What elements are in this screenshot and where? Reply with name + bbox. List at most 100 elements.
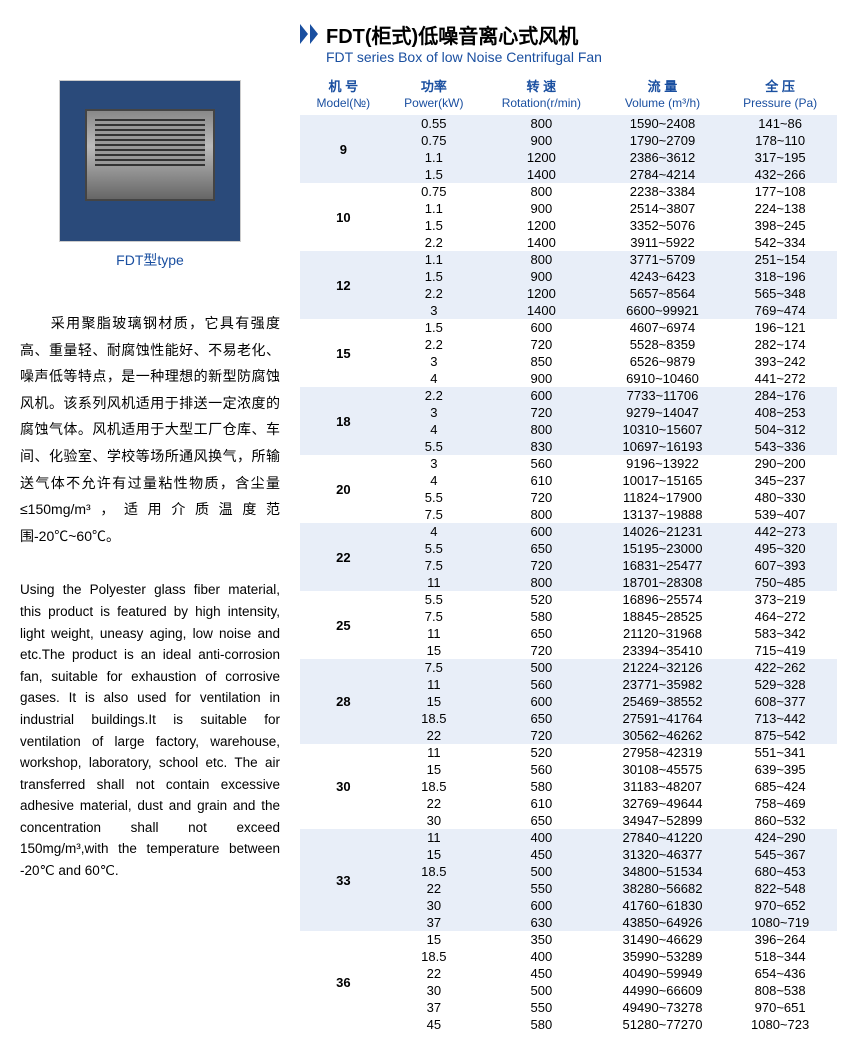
data-cell: 822~548 <box>723 880 837 897</box>
data-cell: 11 <box>387 744 481 761</box>
data-cell: 580 <box>481 778 602 795</box>
data-cell: 500 <box>481 863 602 880</box>
data-cell: 565~348 <box>723 285 837 302</box>
data-cell: 450 <box>481 965 602 982</box>
data-cell: 18701~28308 <box>602 574 723 591</box>
data-cell: 1.5 <box>387 166 481 183</box>
data-cell: 608~377 <box>723 693 837 710</box>
data-cell: 16896~25574 <box>602 591 723 608</box>
data-cell: 15 <box>387 642 481 659</box>
data-cell: 560 <box>481 676 602 693</box>
data-cell: 560 <box>481 455 602 472</box>
data-cell: 30 <box>387 812 481 829</box>
data-cell: 4 <box>387 370 481 387</box>
model-cell: 9 <box>300 115 387 183</box>
data-cell: 808~538 <box>723 982 837 999</box>
data-cell: 196~121 <box>723 319 837 336</box>
data-cell: 18.5 <box>387 863 481 880</box>
data-cell: 545~367 <box>723 846 837 863</box>
data-cell: 550 <box>481 880 602 897</box>
model-cell: 20 <box>300 455 387 523</box>
data-cell: 9279~14047 <box>602 404 723 421</box>
table-row: 287.550021224~32126422~262 <box>300 659 837 676</box>
data-cell: 800 <box>481 183 602 200</box>
data-cell: 224~138 <box>723 200 837 217</box>
data-cell: 5.5 <box>387 591 481 608</box>
model-cell: 33 <box>300 829 387 931</box>
data-cell: 480~330 <box>723 489 837 506</box>
data-cell: 7.5 <box>387 557 481 574</box>
data-cell: 830 <box>481 438 602 455</box>
data-cell: 3352~5076 <box>602 217 723 234</box>
data-cell: 22 <box>387 795 481 812</box>
data-cell: 450 <box>481 846 602 863</box>
data-cell: 650 <box>481 540 602 557</box>
data-cell: 177~108 <box>723 183 837 200</box>
data-cell: 3 <box>387 455 481 472</box>
table-row: 301152027958~42319551~341 <box>300 744 837 761</box>
data-cell: 560 <box>481 761 602 778</box>
data-cell: 5.5 <box>387 540 481 557</box>
table-row: 2035609196~13922290~200 <box>300 455 837 472</box>
data-cell: 600 <box>481 319 602 336</box>
data-cell: 1.5 <box>387 217 481 234</box>
data-cell: 970~652 <box>723 897 837 914</box>
data-cell: 4607~6974 <box>602 319 723 336</box>
data-cell: 11 <box>387 676 481 693</box>
data-cell: 607~393 <box>723 557 837 574</box>
data-cell: 610 <box>481 472 602 489</box>
data-cell: 769~474 <box>723 302 837 319</box>
column-header: 流 量Volume (m³/h) <box>602 75 723 115</box>
data-cell: 396~264 <box>723 931 837 948</box>
data-cell: 715~419 <box>723 642 837 659</box>
data-cell: 9196~13922 <box>602 455 723 472</box>
data-cell: 550 <box>481 999 602 1016</box>
column-header: 全 压Pressure (Pa) <box>723 75 837 115</box>
data-cell: 685~424 <box>723 778 837 795</box>
data-cell: 18.5 <box>387 778 481 795</box>
data-cell: 3 <box>387 302 481 319</box>
data-cell: 1080~723 <box>723 1016 837 1033</box>
model-cell: 18 <box>300 387 387 455</box>
data-cell: 37 <box>387 999 481 1016</box>
column-header: 转 速Rotation(r/min) <box>481 75 602 115</box>
data-cell: 0.55 <box>387 115 481 132</box>
data-cell: 542~334 <box>723 234 837 251</box>
data-cell: 282~174 <box>723 336 837 353</box>
data-cell: 31490~46629 <box>602 931 723 948</box>
data-cell: 1.1 <box>387 200 481 217</box>
data-cell: 41760~61830 <box>602 897 723 914</box>
data-cell: 2.2 <box>387 336 481 353</box>
data-cell: 0.75 <box>387 183 481 200</box>
data-cell: 22 <box>387 727 481 744</box>
data-cell: 500 <box>481 982 602 999</box>
data-cell: 10310~15607 <box>602 421 723 438</box>
data-cell: 21224~32126 <box>602 659 723 676</box>
data-cell: 11 <box>387 625 481 642</box>
data-cell: 11 <box>387 829 481 846</box>
column-header: 机 号Model(№) <box>300 75 387 115</box>
table-row: 121.18003771~5709251~154 <box>300 251 837 268</box>
data-cell: 713~442 <box>723 710 837 727</box>
data-cell: 5.5 <box>387 489 481 506</box>
data-cell: 1.5 <box>387 319 481 336</box>
data-cell: 750~485 <box>723 574 837 591</box>
data-cell: 720 <box>481 404 602 421</box>
data-cell: 504~312 <box>723 421 837 438</box>
data-cell: 539~407 <box>723 506 837 523</box>
spec-table: 机 号Model(№)功率Power(kW)转 速Rotation(r/min)… <box>300 75 837 1033</box>
data-cell: 758~469 <box>723 795 837 812</box>
data-cell: 3 <box>387 404 481 421</box>
data-cell: 38280~56682 <box>602 880 723 897</box>
data-cell: 650 <box>481 710 602 727</box>
data-cell: 178~110 <box>723 132 837 149</box>
data-cell: 21120~31968 <box>602 625 723 642</box>
data-cell: 43850~64926 <box>602 914 723 931</box>
data-cell: 654~436 <box>723 965 837 982</box>
data-cell: 720 <box>481 557 602 574</box>
model-cell: 28 <box>300 659 387 744</box>
data-cell: 345~237 <box>723 472 837 489</box>
data-cell: 31320~46377 <box>602 846 723 863</box>
data-cell: 720 <box>481 727 602 744</box>
data-cell: 543~336 <box>723 438 837 455</box>
